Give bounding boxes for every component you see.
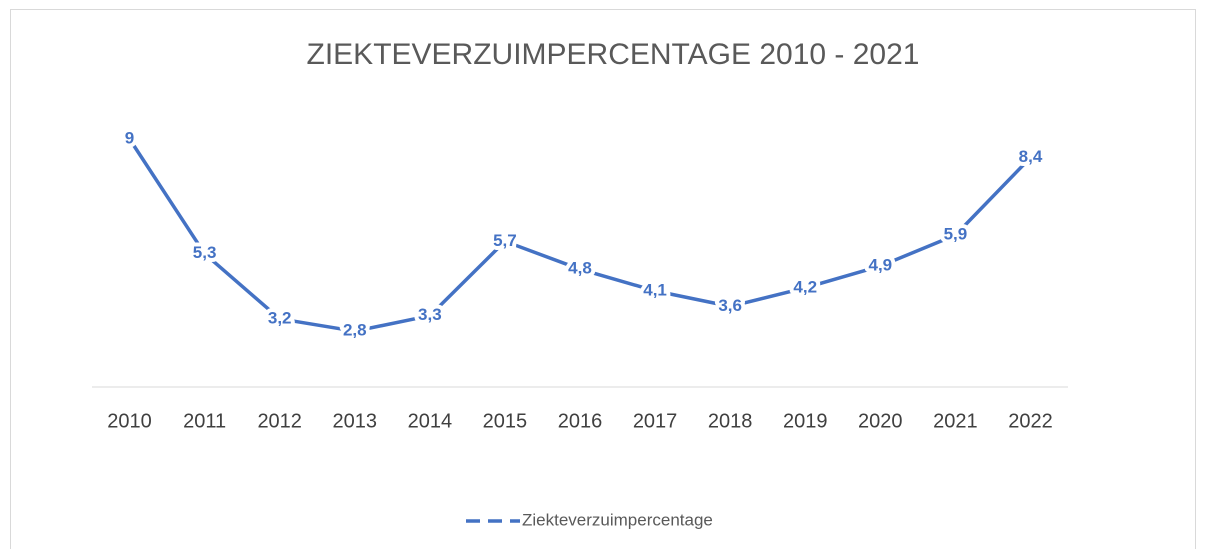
data-label: 4,8 <box>568 259 592 278</box>
data-label: 3,2 <box>268 308 292 327</box>
data-label: 8,4 <box>1019 147 1043 166</box>
x-tick-label: 2010 <box>107 410 152 432</box>
data-label: 3,3 <box>418 305 442 324</box>
data-label: 4,2 <box>793 277 817 296</box>
data-label: 4,9 <box>868 256 892 275</box>
legend-label: Ziekteverzuimpercentage <box>522 510 713 529</box>
x-tick-label: 2020 <box>858 410 903 432</box>
chart-frame <box>10 9 1196 549</box>
data-label: 4,1 <box>643 280 667 299</box>
x-tick-label: 2016 <box>558 410 603 432</box>
data-label: 5,3 <box>193 243 217 262</box>
x-tick-label: 2021 <box>933 410 978 432</box>
data-label: 5,9 <box>944 225 968 244</box>
x-tick-label: 2013 <box>333 410 378 432</box>
x-tick-label: 2014 <box>408 410 453 432</box>
x-tick-label: 2019 <box>783 410 828 432</box>
data-label: 9 <box>125 128 134 147</box>
series-line <box>128 138 1032 333</box>
x-tick-label: 2015 <box>483 410 528 432</box>
data-label: 5,7 <box>493 231 517 250</box>
x-tick-label: 2017 <box>633 410 678 432</box>
x-tick-label: 2018 <box>708 410 753 432</box>
chart-title: ZIEKTEVERZUIMPERCENTAGE 2010 - 2021 <box>307 38 920 71</box>
data-label: 3,6 <box>718 296 742 315</box>
x-tick-label: 2012 <box>257 410 302 432</box>
x-tick-label: 2011 <box>183 410 226 432</box>
data-label: 2,8 <box>343 321 367 340</box>
x-tick-label: 2022 <box>1008 410 1053 432</box>
